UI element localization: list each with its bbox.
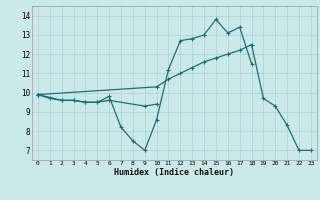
X-axis label: Humidex (Indice chaleur): Humidex (Indice chaleur)	[115, 168, 234, 177]
